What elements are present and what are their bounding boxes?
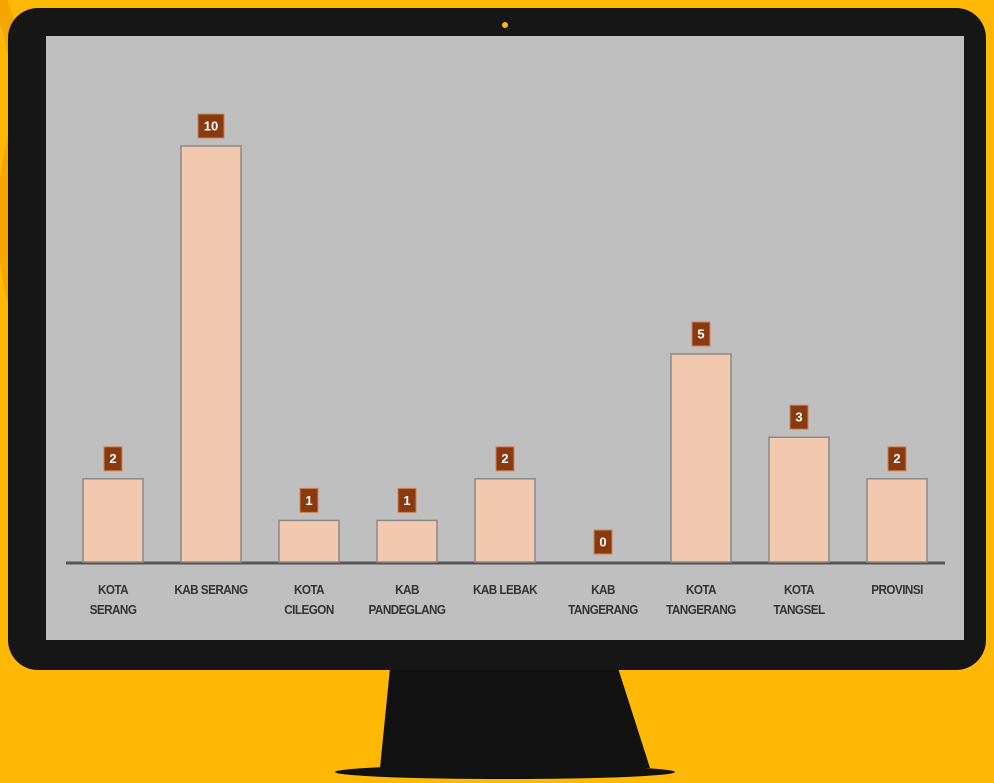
bar [376,519,438,563]
x-tick-label: KAB SERANG [174,582,248,597]
value-label: 1 [305,493,312,508]
value-label: 2 [109,451,116,466]
bar [82,478,144,563]
value-label-box [691,321,711,347]
x-tick-label: KAB LEBAK [472,582,538,597]
value-label-box [789,404,809,430]
x-tick-label: KAB TANGERANG [568,582,638,617]
bar [278,519,340,563]
stand [380,668,650,768]
bar [768,436,830,563]
value-label: 2 [501,451,508,466]
x-tick-label: PROVINSI [871,582,923,597]
x-tick-label: KOTA SERANG [89,582,137,617]
bar [180,145,242,563]
value-label-box [495,446,515,472]
value-label: 0 [599,534,606,549]
x-tick-label: KOTA TANGSEL [773,582,825,617]
x-tick-label: KAB PANDEGLANG [368,582,446,617]
value-label: 5 [697,326,704,341]
camera [502,22,508,28]
x-tick-label: KOTA TANGERANG [666,582,736,617]
value-label: 2 [893,451,900,466]
value-label: 1 [403,493,410,508]
stand-base [335,765,675,779]
value-label-box [397,487,417,513]
bar [670,353,732,563]
value-label-box [197,113,225,139]
x-tick-label: KOTA CILEGON [284,582,334,617]
value-label: 10 [204,118,218,133]
value-label: 3 [795,410,802,425]
value-label-box [299,487,319,513]
value-label-box [887,446,907,472]
bar [474,478,536,563]
bar [866,478,928,563]
value-label-box [103,446,123,472]
value-label-box [593,529,613,555]
